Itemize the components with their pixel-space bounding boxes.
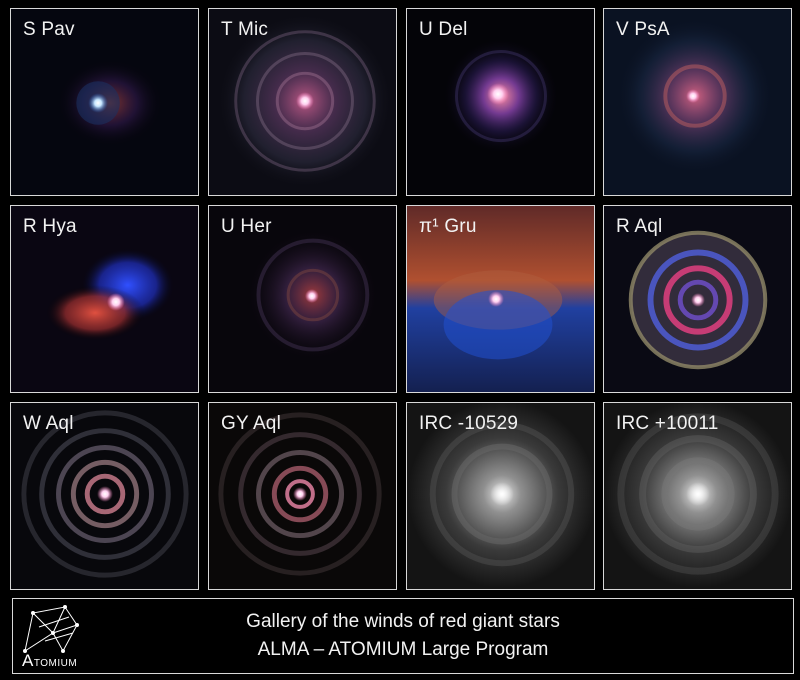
wind-image-irc-10529 xyxy=(407,403,594,589)
panel-label: GY Aql xyxy=(221,413,281,434)
panel-label: R Aql xyxy=(616,216,663,237)
logo-text: ATOMIUM xyxy=(22,651,78,670)
wind-image-v-psa xyxy=(604,9,791,195)
panel-u-her: U Her xyxy=(208,205,397,393)
panel-irc-10529: IRC -10529 xyxy=(406,402,595,590)
caption-subtitle: ALMA – ATOMIUM Large Program xyxy=(257,639,549,660)
panel-label: S Pav xyxy=(23,19,75,40)
panel-u-del: U Del xyxy=(406,8,595,196)
panel-gy-aql: GY Aql xyxy=(208,402,397,590)
panel-label: T Mic xyxy=(221,19,269,40)
panel-label: R Hya xyxy=(23,216,77,237)
caption-box: ATOMIUM Gallery of the winds of red gian… xyxy=(12,598,794,674)
panel-r-hya: R Hya xyxy=(10,205,199,393)
panel-w-aql: W Aql xyxy=(10,402,199,590)
panel-v-psa: V PsA xyxy=(603,8,792,196)
panel-t-mic: T Mic xyxy=(208,8,397,196)
wind-image-u-her xyxy=(209,206,396,392)
panel-label: W Aql xyxy=(23,413,74,434)
wind-image-r-hya xyxy=(11,206,198,392)
wind-image-gy-aql xyxy=(209,403,396,589)
panel-label: π¹ Gru xyxy=(419,216,477,237)
panel-label: V PsA xyxy=(616,19,670,40)
panel-label: U Her xyxy=(221,216,272,237)
caption-title: Gallery of the winds of red giant stars xyxy=(246,611,560,632)
panel-label: IRC -10529 xyxy=(419,413,519,434)
panel-s-pav: S Pav xyxy=(10,8,199,196)
panel-pi1-gru: π¹ Gru xyxy=(406,205,595,393)
wind-image-pi1-gru xyxy=(407,206,594,392)
panel-label: U Del xyxy=(419,19,468,40)
wind-image-s-pav xyxy=(11,9,198,195)
panel-irc-10011: IRC +10011 xyxy=(603,402,792,590)
wind-image-w-aql xyxy=(11,403,198,589)
wind-image-r-aql xyxy=(604,206,791,392)
wind-image-t-mic xyxy=(209,9,396,195)
image-gallery: S Pav T Mi xyxy=(10,8,792,590)
panel-r-aql: R Aql xyxy=(603,205,792,393)
atomium-logo-icon xyxy=(23,605,79,653)
wind-image-irc-10011 xyxy=(604,403,791,589)
wind-image-u-del xyxy=(407,9,594,195)
panel-label: IRC +10011 xyxy=(616,413,719,434)
